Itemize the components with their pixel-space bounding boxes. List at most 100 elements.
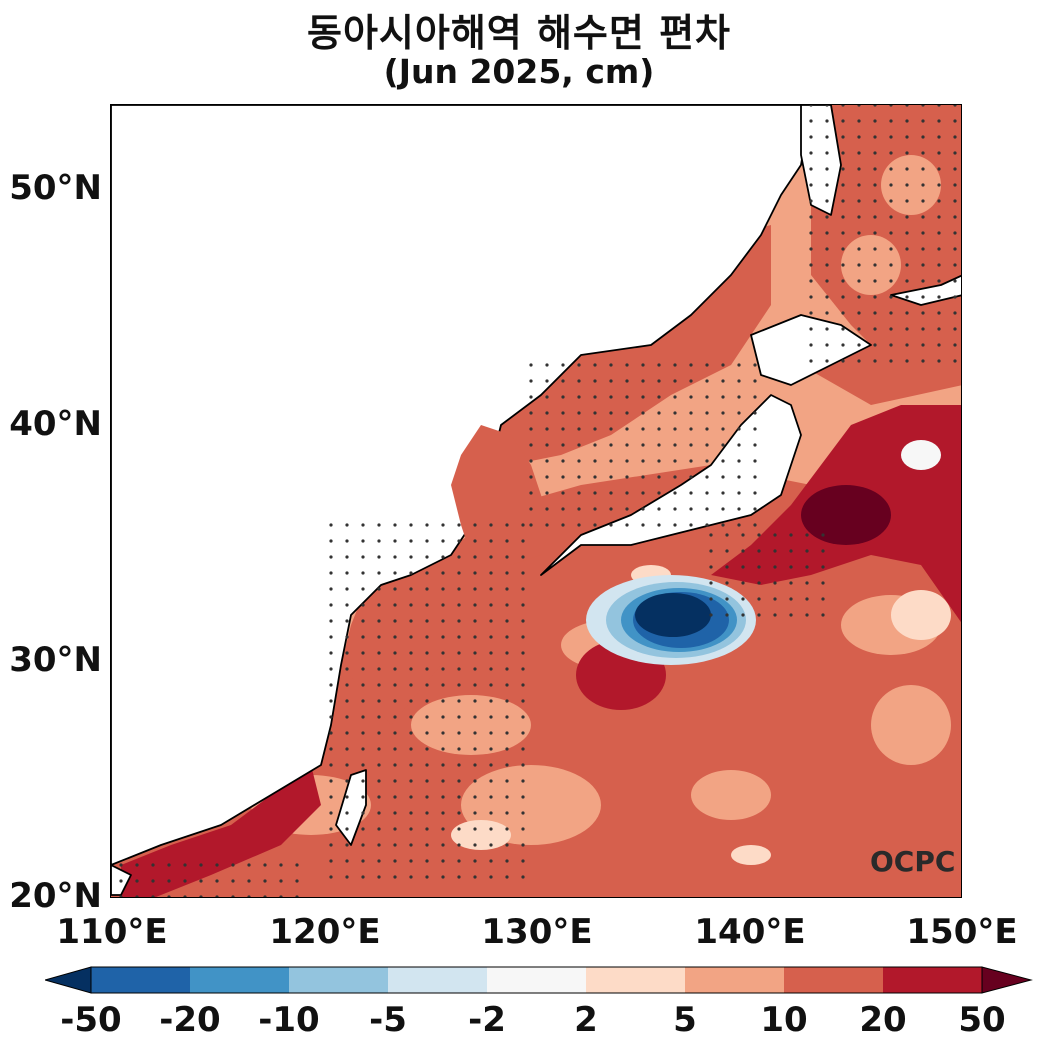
stipple-dot — [441, 843, 445, 847]
stipple-dot — [805, 613, 809, 617]
stipple-dot — [561, 523, 565, 527]
stipple-dot — [921, 263, 925, 267]
stipple-dot — [841, 183, 845, 187]
stipple-dot — [809, 135, 813, 139]
stipple-dot — [393, 587, 397, 591]
stipple-dot — [721, 363, 725, 367]
stipple-dot — [345, 827, 349, 831]
stipple-dot — [953, 247, 957, 251]
stipple-dot — [953, 263, 957, 267]
stipple-dot — [393, 523, 397, 527]
stipple-dot — [725, 597, 729, 601]
stipple-dot — [473, 875, 477, 879]
stipple-dot — [361, 875, 365, 879]
stipple-dot — [393, 843, 397, 847]
stipple-dot — [841, 279, 845, 283]
stipple-dot — [183, 863, 187, 867]
stipple-dot — [889, 215, 893, 219]
stipple-dot — [561, 459, 565, 463]
stipple-dot — [457, 699, 461, 703]
stipple-dot — [857, 167, 861, 171]
stipple-dot — [489, 651, 493, 655]
stipple-dot — [505, 587, 509, 591]
stipple-dot — [457, 811, 461, 815]
stipple-dot — [705, 427, 709, 431]
stipple-dot — [329, 747, 333, 751]
stipple-dot — [425, 587, 429, 591]
stipple-dot — [409, 603, 413, 607]
stipple-dot — [921, 199, 925, 203]
stipple-dot — [409, 779, 413, 783]
stipple-dot — [377, 859, 381, 863]
stipple-dot — [609, 395, 613, 399]
stipple-dot — [641, 491, 645, 495]
stipple-dot — [841, 151, 845, 155]
stipple-dot — [937, 343, 941, 347]
stipple-dot — [441, 667, 445, 671]
stipple-dot — [753, 411, 757, 415]
stipple-dot — [231, 895, 235, 897]
stipple-dot — [577, 427, 581, 431]
stipple-dot — [953, 359, 957, 363]
stipple-dot — [505, 539, 509, 543]
stipple-dot — [425, 715, 429, 719]
stipple-dot — [441, 683, 445, 687]
stipple-dot — [705, 395, 709, 399]
stipple-dot — [329, 843, 333, 847]
stipple-dot — [361, 715, 365, 719]
stipple-dot — [789, 581, 793, 585]
stipple-dot — [377, 571, 381, 575]
stipple-dot — [329, 731, 333, 735]
stipple-dot — [345, 731, 349, 735]
stipple-dot — [805, 581, 809, 585]
stipple-dot — [953, 135, 957, 139]
stipple-dot — [841, 119, 845, 123]
stipple-dot — [709, 581, 713, 585]
stipple-dot — [689, 523, 693, 527]
stipple-dot — [937, 119, 941, 123]
stipple-dot — [393, 731, 397, 735]
stipple-dot — [821, 613, 825, 617]
stipple-dot — [593, 443, 597, 447]
stipple-dot — [561, 427, 565, 431]
stipple-dot — [441, 875, 445, 879]
stipple-dot — [529, 459, 533, 463]
stipple-dot — [705, 443, 709, 447]
stipple-dot — [753, 379, 757, 383]
stipple-dot — [329, 587, 333, 591]
stipple-dot — [135, 895, 139, 897]
stipple-dot — [825, 327, 829, 331]
stipple-dot — [361, 651, 365, 655]
land — [111, 105, 961, 896]
stipple-dot — [489, 667, 493, 671]
colorbar-tick-label: -50 — [60, 1000, 122, 1040]
stipple-dot — [737, 379, 741, 383]
stipple-dot — [857, 263, 861, 267]
stipple-dot — [521, 779, 525, 783]
stipple-dot — [521, 763, 525, 767]
stipple-dot — [737, 363, 741, 367]
colorbar-tick-label: 50 — [958, 1000, 1006, 1040]
stipple-dot — [329, 619, 333, 623]
stipple-dot — [953, 183, 957, 187]
stipple-dot — [809, 359, 813, 363]
stipple-dot — [489, 827, 493, 831]
stipple-dot — [529, 363, 533, 367]
stipple-dot — [377, 619, 381, 623]
stipple-dot — [521, 539, 525, 543]
stipple-dot — [561, 363, 565, 367]
stipple-dot — [657, 427, 661, 431]
stipple-dot — [263, 863, 267, 867]
stipple-dot — [757, 597, 761, 601]
stipple-dot — [593, 427, 597, 431]
stipple-dot — [773, 565, 777, 569]
stipple-dot — [473, 763, 477, 767]
colorbar-tick-label: -10 — [258, 1000, 320, 1040]
stipple-dot — [457, 651, 461, 655]
lat-label-50n: 50°N — [9, 168, 102, 208]
stipple-dot — [393, 859, 397, 863]
stipple-dot — [609, 523, 613, 527]
stipple-dot — [489, 875, 493, 879]
stipple-dot — [905, 151, 909, 155]
stipple-dot — [457, 571, 461, 575]
